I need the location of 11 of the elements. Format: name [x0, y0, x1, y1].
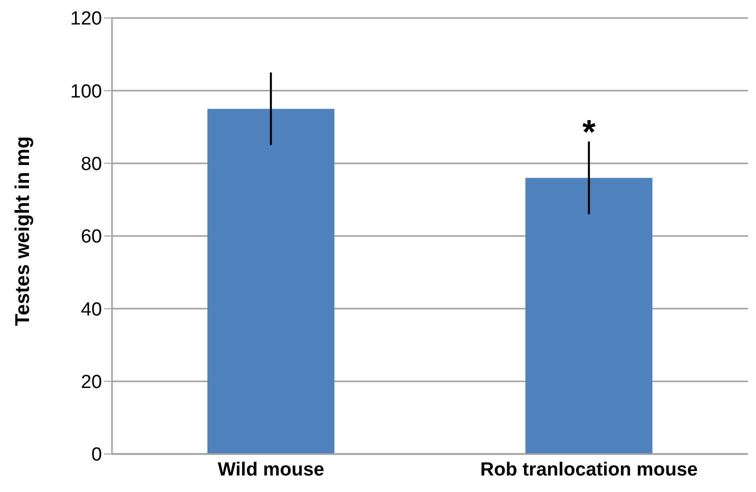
- annotation: *: [582, 114, 596, 152]
- y-axis-title: Testes weight in mg: [12, 136, 34, 326]
- y-tick-label: 20: [80, 372, 102, 394]
- x-tick-label: Wild mouse: [218, 459, 324, 480]
- y-tick-label: 100: [70, 81, 102, 102]
- y-tick-label: 40: [80, 299, 102, 320]
- y-tick-label: 120: [70, 8, 102, 30]
- y-tick-label: 60: [80, 226, 102, 248]
- x-tick-label: Rob tranlocation mouse: [480, 459, 698, 480]
- y-tick-label: 0: [91, 444, 102, 466]
- y-tick-label: 80: [80, 154, 102, 176]
